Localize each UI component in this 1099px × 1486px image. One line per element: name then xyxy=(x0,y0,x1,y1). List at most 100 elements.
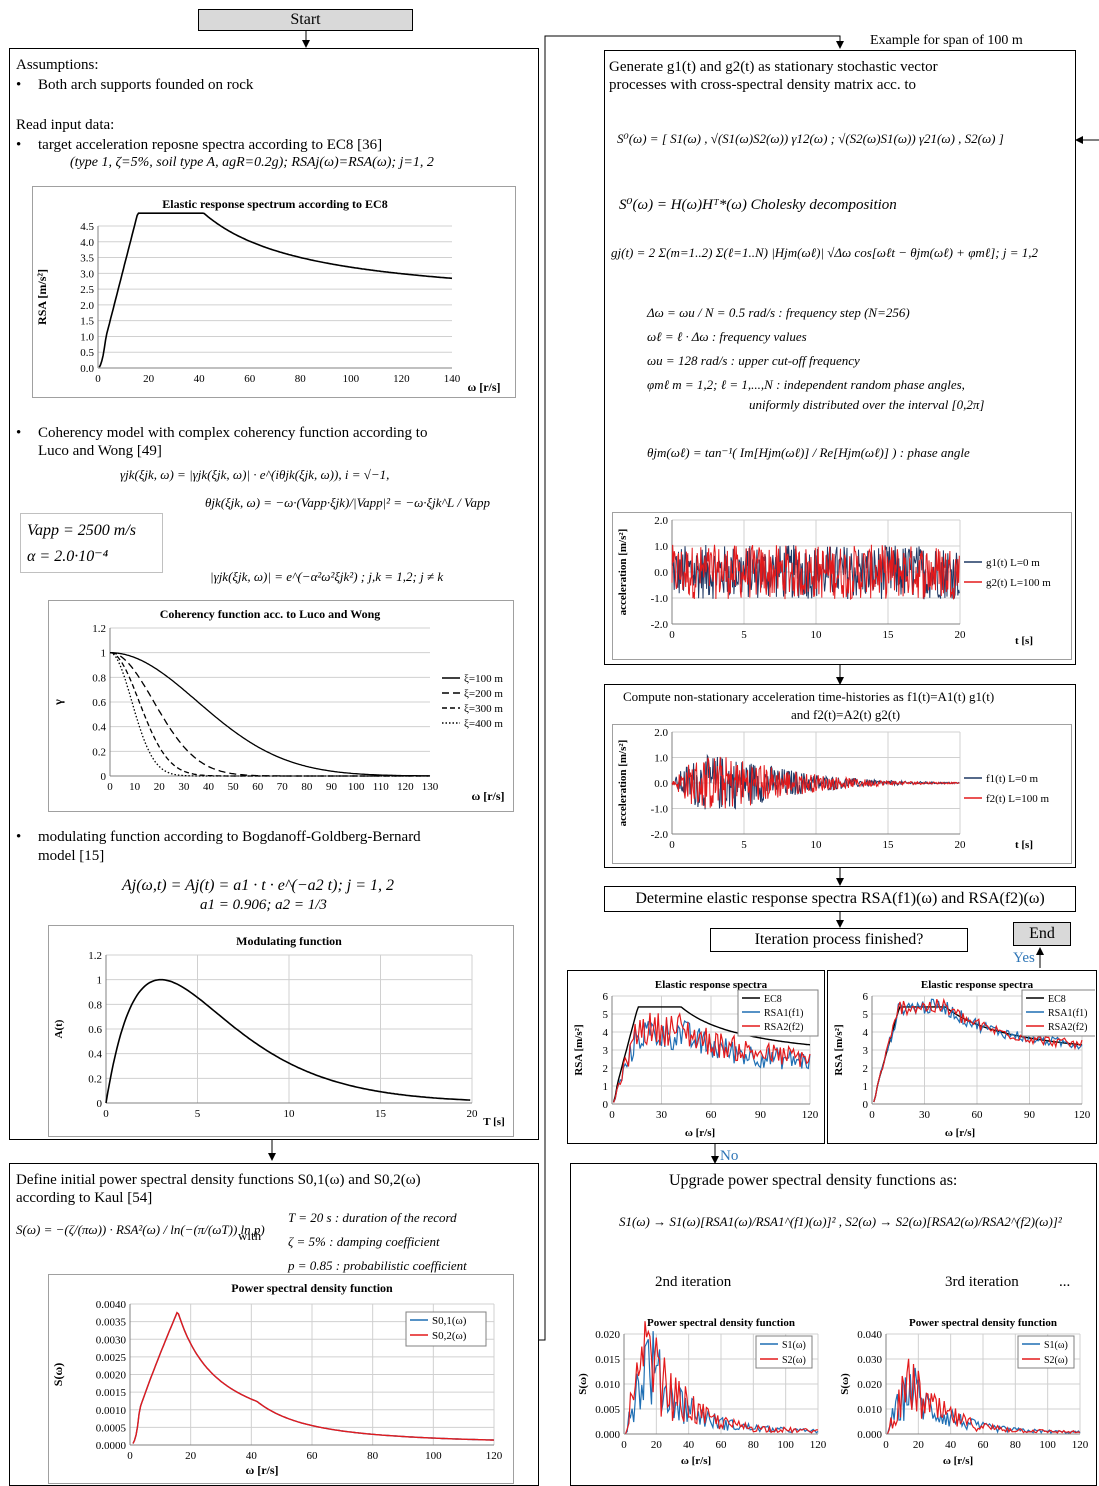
x-axis-label: ω [r/s] xyxy=(681,1455,711,1467)
g-timehistory-chart: -2.0 -1.0 0.0 1.0 2.0 0 5 10 15 20 acceleration [m… xyxy=(612,512,1072,660)
generate-text-1: Generate g1(t) and g2(t) as stationary s… xyxy=(609,59,938,75)
psd-param-3: p = 0.85 : probabilistic coefficient xyxy=(288,1258,467,1273)
x-tick-label: 120 xyxy=(393,373,410,385)
x-tick-label: 10 xyxy=(284,1108,296,1120)
x-tick-label: 110 xyxy=(373,781,390,793)
modulating-title-2: model [15] xyxy=(38,848,105,864)
y-tick-label: 0.8 xyxy=(88,999,102,1011)
x-axis-label: T [s] xyxy=(483,1116,505,1128)
chart-title: Elastic response spectra xyxy=(655,979,768,991)
modulating-eq-1: Aj(ω,t) = Aj(t) = a1 · t · e^(−a2 t); j … xyxy=(122,877,395,894)
legend-label: RSA1(f1) xyxy=(1048,1008,1087,1019)
y-axis-label: acceleration [m/s²] xyxy=(617,529,629,616)
y-tick-label: 0.0005 xyxy=(96,1422,127,1434)
y-tick-label: 0.0020 xyxy=(96,1370,127,1382)
y-tick-label: 3.5 xyxy=(80,253,94,265)
legend-label: f2(t) L=100 m xyxy=(986,793,1049,805)
x-tick-label: 30 xyxy=(656,1109,668,1121)
y-tick-label: 2.0 xyxy=(80,300,94,312)
y-tick-label: 0.6 xyxy=(88,1024,102,1036)
iteration-question: Iteration process finished? xyxy=(754,931,924,948)
chart-border xyxy=(48,925,514,1137)
y-axis-label: RSA [m/s²] xyxy=(833,1024,845,1075)
x-tick-label: 80 xyxy=(295,373,307,385)
psd-title: Define initial power spectral density fu… xyxy=(16,1172,421,1188)
y-tick-label: 4.0 xyxy=(80,237,94,249)
x-tick-label: 100 xyxy=(425,1450,442,1462)
iteration-decision: Iteration process finished? xyxy=(710,928,968,952)
y-tick-label: -2.0 xyxy=(651,829,669,841)
y-tick-label: 1 xyxy=(863,1081,869,1093)
y-tick-label: 4 xyxy=(863,1027,869,1039)
x-tick-label: 80 xyxy=(367,1450,379,1462)
psd-iter2-chart: 0.000 0.005 0.010 0.015 0.020 0 20 40 60 80 100 120… xyxy=(574,1314,830,1474)
x-tick-label: 40 xyxy=(683,1439,695,1451)
x-tick-label: 0 xyxy=(107,781,113,793)
y-tick-label: 1.2 xyxy=(88,950,102,962)
target-spectra-params: (type 1, ζ=5%, soil type A, agR=0.2g); R… xyxy=(70,155,434,170)
chart-title: Coherency function acc. to Luco and Wong xyxy=(160,607,381,621)
legend-label: ξ=400 m xyxy=(464,718,503,730)
param-theta: θjm(ωℓ) = tan⁻¹( Im[Hjm(ωℓ)] / Re[Hjm(ωℓ… xyxy=(647,445,970,460)
coherency-curve xyxy=(109,652,430,777)
y-tick-label: 1.0 xyxy=(654,541,668,553)
modulating-chart: 0 0.2 0.4 0.6 0.8 1 1.2 0 5 10 15 20 Modulating func… xyxy=(48,925,514,1137)
psd-equation: S(ω) = −(ζ/(πω)) · RSA²(ω) / ln(−(π/(ωT)… xyxy=(16,1222,265,1237)
coherency-eq-1: γjk(ξjk, ω) = |γjk(ξjk, ω)| · e^(iθjk(ξj… xyxy=(120,467,390,482)
legend-label: EC8 xyxy=(764,994,782,1005)
x-tick-label: 100 xyxy=(348,781,365,793)
x-tick-label: 40 xyxy=(945,1439,957,1451)
y-tick-label: 0.0030 xyxy=(96,1334,127,1346)
y-axis-label: S(ω) xyxy=(577,1373,589,1395)
f-timehistory-chart: -2.0 -1.0 0.0 1.0 2.0 0 5 10 15 20 acceleration [m… xyxy=(612,724,1072,864)
y-tick-label: 2 xyxy=(863,1063,869,1075)
gj-equation: gj(t) = 2 Σ(m=1..2) Σ(ℓ=1..N) |Hjm(ωℓ)| … xyxy=(611,245,1038,260)
target-spectra-text: target acceleration reposne spectra acco… xyxy=(16,137,382,154)
y-tick-label: 1.5 xyxy=(80,316,94,328)
x-tick-label: 60 xyxy=(244,373,256,385)
y-tick-label: 0.000 xyxy=(857,1429,882,1441)
y-tick-label: 6 xyxy=(863,991,869,1003)
param-phi: φmℓ m = 1,2; ℓ = 1,...,N : independent r… xyxy=(647,377,965,392)
y-tick-label: 6 xyxy=(603,991,609,1003)
no-label: No xyxy=(720,1148,739,1164)
y-tick-label: 0.0010 xyxy=(96,1405,127,1417)
y-tick-label: 1 xyxy=(101,648,107,660)
y-tick-label: 0.010 xyxy=(857,1404,882,1416)
y-tick-label: 0.4 xyxy=(92,722,106,734)
param-wl: ωℓ = ℓ · Δω : frequency values xyxy=(647,329,807,344)
read-input-title: Read input data: xyxy=(16,117,115,133)
assumptions-title: Assumptions: xyxy=(16,57,99,73)
y-tick-label: 0 xyxy=(603,1099,609,1111)
yes-label: Yes xyxy=(1013,950,1035,966)
param-phi-2: uniformly distributed over the interval … xyxy=(749,397,985,412)
x-tick-label: 40 xyxy=(203,781,215,793)
coherency-title-2: Luco and Wong [49] xyxy=(38,443,162,459)
ec8-curve xyxy=(98,212,453,368)
x-tick-label: 90 xyxy=(326,781,338,793)
x-tick-label: 120 xyxy=(1074,1109,1091,1121)
determine-spectra-label: Determine elastic response spectra RSA(f… xyxy=(635,890,1045,907)
legend-label: S0,1(ω) xyxy=(432,1315,467,1327)
ec8-series xyxy=(612,1006,811,1103)
legend-label: S2(ω) xyxy=(1044,1355,1068,1366)
x-tick-label: 60 xyxy=(716,1439,728,1451)
determine-spectra-box: Determine elastic response spectra RSA(f… xyxy=(604,886,1076,912)
x-tick-label: 70 xyxy=(277,781,289,793)
x-tick-label: 0 xyxy=(103,1108,109,1120)
f2-series xyxy=(671,756,960,809)
x-tick-label: 0 xyxy=(669,629,675,641)
s0-matrix: S⁰(ω) = [ S1(ω) , √(S1(ω)S2(ω)) γ12(ω) ;… xyxy=(617,131,1004,146)
x-tick-label: 5 xyxy=(195,1108,201,1120)
x-tick-label: 100 xyxy=(343,373,360,385)
y-axis-label: RSA [m/s²] xyxy=(573,1024,585,1075)
s2-series xyxy=(625,1321,819,1434)
y-tick-label: 2.0 xyxy=(654,727,668,739)
y-tick-label: 0.020 xyxy=(857,1379,882,1391)
x-tick-label: 140 xyxy=(444,373,461,385)
chart-border xyxy=(48,600,514,812)
param-dw: Δω = ωu / N = 0.5 rad/s : frequency step… xyxy=(647,305,910,320)
y-axis-label: RSA [m/s²] xyxy=(35,269,49,325)
x-tick-label: 15 xyxy=(883,629,895,641)
coherency-curve xyxy=(110,652,431,777)
